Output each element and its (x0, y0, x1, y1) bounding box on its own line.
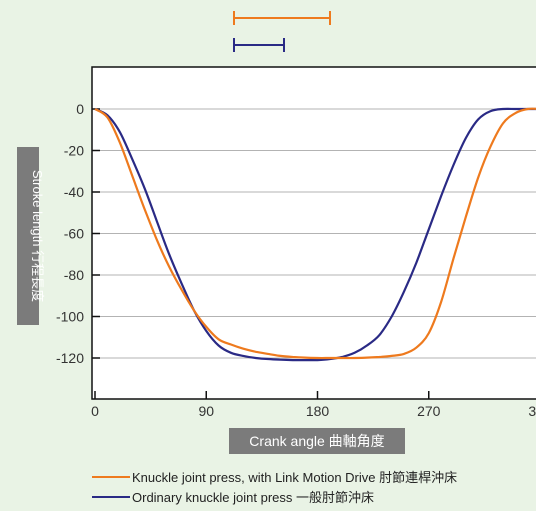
x-ticks: 0 90 180 270 360 (91, 391, 536, 419)
y-tick-label: 0 (76, 101, 84, 117)
y-tick-label: -40 (64, 184, 84, 200)
legend: Knuckle joint press, with Link Motion Dr… (92, 470, 457, 505)
x-axis-label: Crank angle 曲軸角度 (249, 433, 384, 449)
y-tick-label: -100 (56, 309, 84, 325)
top-indicator-navy (233, 38, 285, 52)
x-tick-label: 0 (91, 403, 99, 419)
y-axis-label-box (17, 147, 39, 325)
top-indicator-orange (233, 11, 331, 25)
x-tick-label: 270 (417, 403, 441, 419)
x-tick-label: 180 (306, 403, 330, 419)
y-axis-label: Stroke length 行程長度 (30, 170, 45, 302)
y-ticks: 0 -20 -40 -60 -80 -100 -120 (56, 101, 100, 366)
y-tick-label: -60 (64, 226, 84, 242)
legend-label-ordinary: Ordinary knuckle joint press 一般肘節沖床 (132, 490, 374, 505)
x-tick-label: 90 (198, 403, 214, 419)
x-tick-label: 360 (528, 403, 536, 419)
legend-label-knuckle-link: Knuckle joint press, with Link Motion Dr… (132, 470, 457, 485)
series-line-ordinary (94, 107, 536, 362)
plot-area (91, 66, 536, 400)
series-line-knuckle-link (94, 107, 536, 360)
x-axis-label-box (229, 428, 405, 454)
y-tick-label: -120 (56, 350, 84, 366)
y-tick-label: -20 (64, 143, 84, 159)
y-tick-label: -80 (64, 267, 84, 283)
series-lines (94, 107, 536, 362)
